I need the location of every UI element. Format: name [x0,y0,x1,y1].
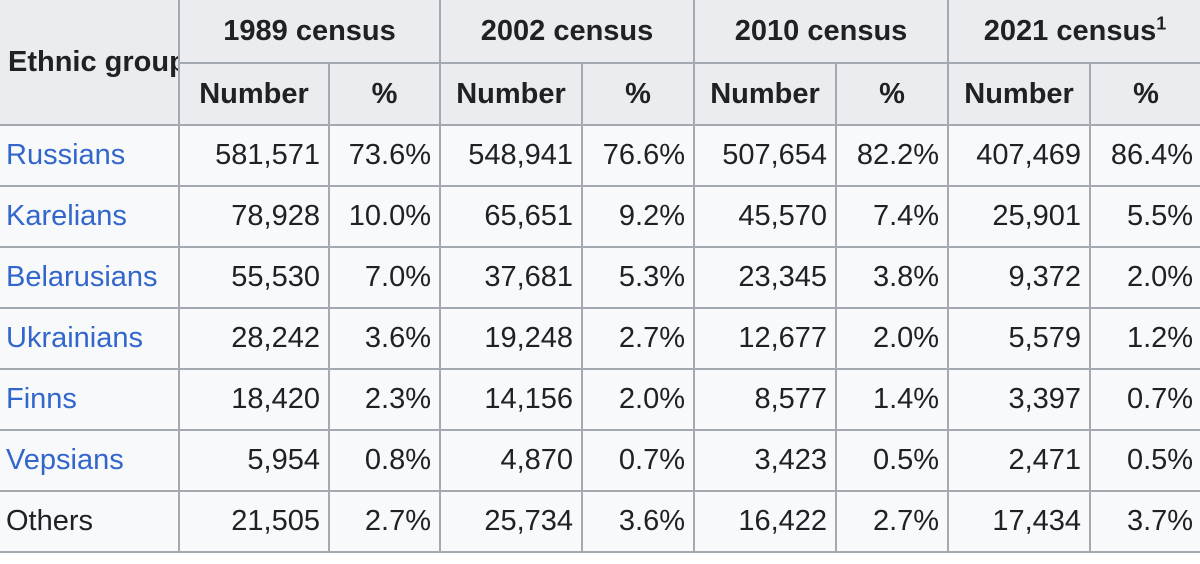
population-percent-cell: 3.7% [1089,490,1200,553]
population-number-cell: 65,651 [439,185,584,248]
population-number-cell: 37,681 [439,246,584,309]
population-percent-cell: 0.5% [835,429,950,492]
percent-column-header: % [581,62,696,126]
table-row: Vepsians 5,954 0.8% 4,870 0.7% 3,423 0.5% 2,471… [0,429,1200,492]
population-number-cell: 14,156 [439,368,584,431]
population-percent-cell: 7.0% [327,246,442,309]
population-number-cell: 581,571 [178,124,330,187]
percent-column-header: % [1089,62,1200,126]
population-percent-cell: 3.6% [327,307,442,370]
number-column-header: Number [439,62,584,126]
population-number-cell: 9,372 [947,246,1092,309]
population-percent-cell: 2.0% [581,368,696,431]
population-number-cell: 548,941 [439,124,584,187]
table-row: Others 21,505 2.7% 25,734 3.6% 16,422 2.7% 17,4… [0,490,1200,553]
population-percent-cell: 0.7% [1089,368,1200,431]
ethnic-group-header: Ethnic group [0,0,180,126]
population-percent-cell: 0.7% [581,429,696,492]
census-2002-header: 2002 census [439,0,696,64]
census-label: 1989 census [223,14,396,47]
ethnic-group-link[interactable]: Vepsians [0,429,180,492]
table-row: Belarusians 55,530 7.0% 37,681 5.3% 23,345 3.8… [0,246,1200,309]
census-2010-header: 2010 census [693,0,950,64]
population-percent-cell: 0.5% [1089,429,1200,492]
ethnic-group-link[interactable]: Ukrainians [0,307,180,370]
ethnic-group-link[interactable]: Russians [0,124,180,187]
population-percent-cell: 73.6% [327,124,442,187]
population-number-cell: 18,420 [178,368,330,431]
population-number-cell: 3,423 [693,429,838,492]
ethnic-group-label: Others [0,490,180,553]
population-percent-cell: 3.8% [835,246,950,309]
population-number-cell: 45,570 [693,185,838,248]
table-row: Ukrainians 28,242 3.6% 19,248 2.7% 12,677 2.0%… [0,307,1200,370]
population-percent-cell: 0.8% [327,429,442,492]
percent-column-header: % [835,62,950,126]
population-number-cell: 8,577 [693,368,838,431]
population-percent-cell: 76.6% [581,124,696,187]
population-number-cell: 25,901 [947,185,1092,248]
population-percent-cell: 5.3% [581,246,696,309]
ethnic-group-link[interactable]: Finns [0,368,180,431]
population-percent-cell: 2.7% [835,490,950,553]
ethnic-group-link[interactable]: Belarusians [0,246,180,309]
population-number-cell: 16,422 [693,490,838,553]
population-percent-cell: 5.5% [1089,185,1200,248]
population-number-cell: 407,469 [947,124,1092,187]
population-number-cell: 3,397 [947,368,1092,431]
number-column-header: Number [693,62,838,126]
population-percent-cell: 1.2% [1089,307,1200,370]
population-number-cell: 507,654 [693,124,838,187]
footnote-ref-link[interactable]: 1 [1156,12,1167,33]
population-percent-cell: 82.2% [835,124,950,187]
population-percent-cell: 2.0% [835,307,950,370]
census-1989-header: 1989 census [177,0,442,64]
population-number-cell: 23,345 [693,246,838,309]
population-number-cell: 5,954 [178,429,330,492]
population-number-cell: 19,248 [439,307,584,370]
population-percent-cell: 2.7% [581,307,696,370]
population-number-cell: 12,677 [693,307,838,370]
population-number-cell: 4,870 [439,429,584,492]
population-percent-cell: 2.3% [327,368,442,431]
population-percent-cell: 2.7% [327,490,442,553]
population-percent-cell: 86.4% [1089,124,1200,187]
population-number-cell: 17,434 [947,490,1092,553]
population-percent-cell: 10.0% [327,185,442,248]
census-label: 2002 census [480,14,654,47]
number-column-header: Number [947,62,1092,126]
number-column-header: Number [178,62,330,126]
population-percent-cell: 9.2% [581,185,696,248]
table-row: Finns 18,420 2.3% 14,156 2.0% 8,577 1.4% 3,397 0… [0,368,1200,431]
population-number-cell: 5,579 [947,307,1092,370]
population-percent-cell: 1.4% [835,368,950,431]
census-label: 2021 census [983,14,1157,47]
ethnic-group-link[interactable]: Karelians [0,185,180,248]
table-row: Russians 581,571 73.6% 548,941 76.6% 507,654 8… [0,124,1200,187]
percent-column-header: % [327,62,442,126]
population-number-cell: 21,505 [178,490,330,553]
census-2021-header: 2021 census1 [947,0,1200,64]
population-percent-cell: 2.0% [1089,246,1200,309]
population-number-cell: 25,734 [439,490,584,553]
population-percent-cell: 3.6% [581,490,696,553]
population-percent-cell: 7.4% [835,185,950,248]
population-number-cell: 2,471 [947,429,1092,492]
population-number-cell: 78,928 [178,185,330,248]
population-number-cell: 55,530 [178,246,330,309]
census-label: 2010 census [734,14,908,47]
table-row: Karelians 78,928 10.0% 65,651 9.2% 45,570 7.4%… [0,185,1200,248]
table-body: Russians 581,571 73.6% 548,941 76.6% 507,654 8… [0,124,1200,553]
population-number-cell: 28,242 [178,307,330,370]
